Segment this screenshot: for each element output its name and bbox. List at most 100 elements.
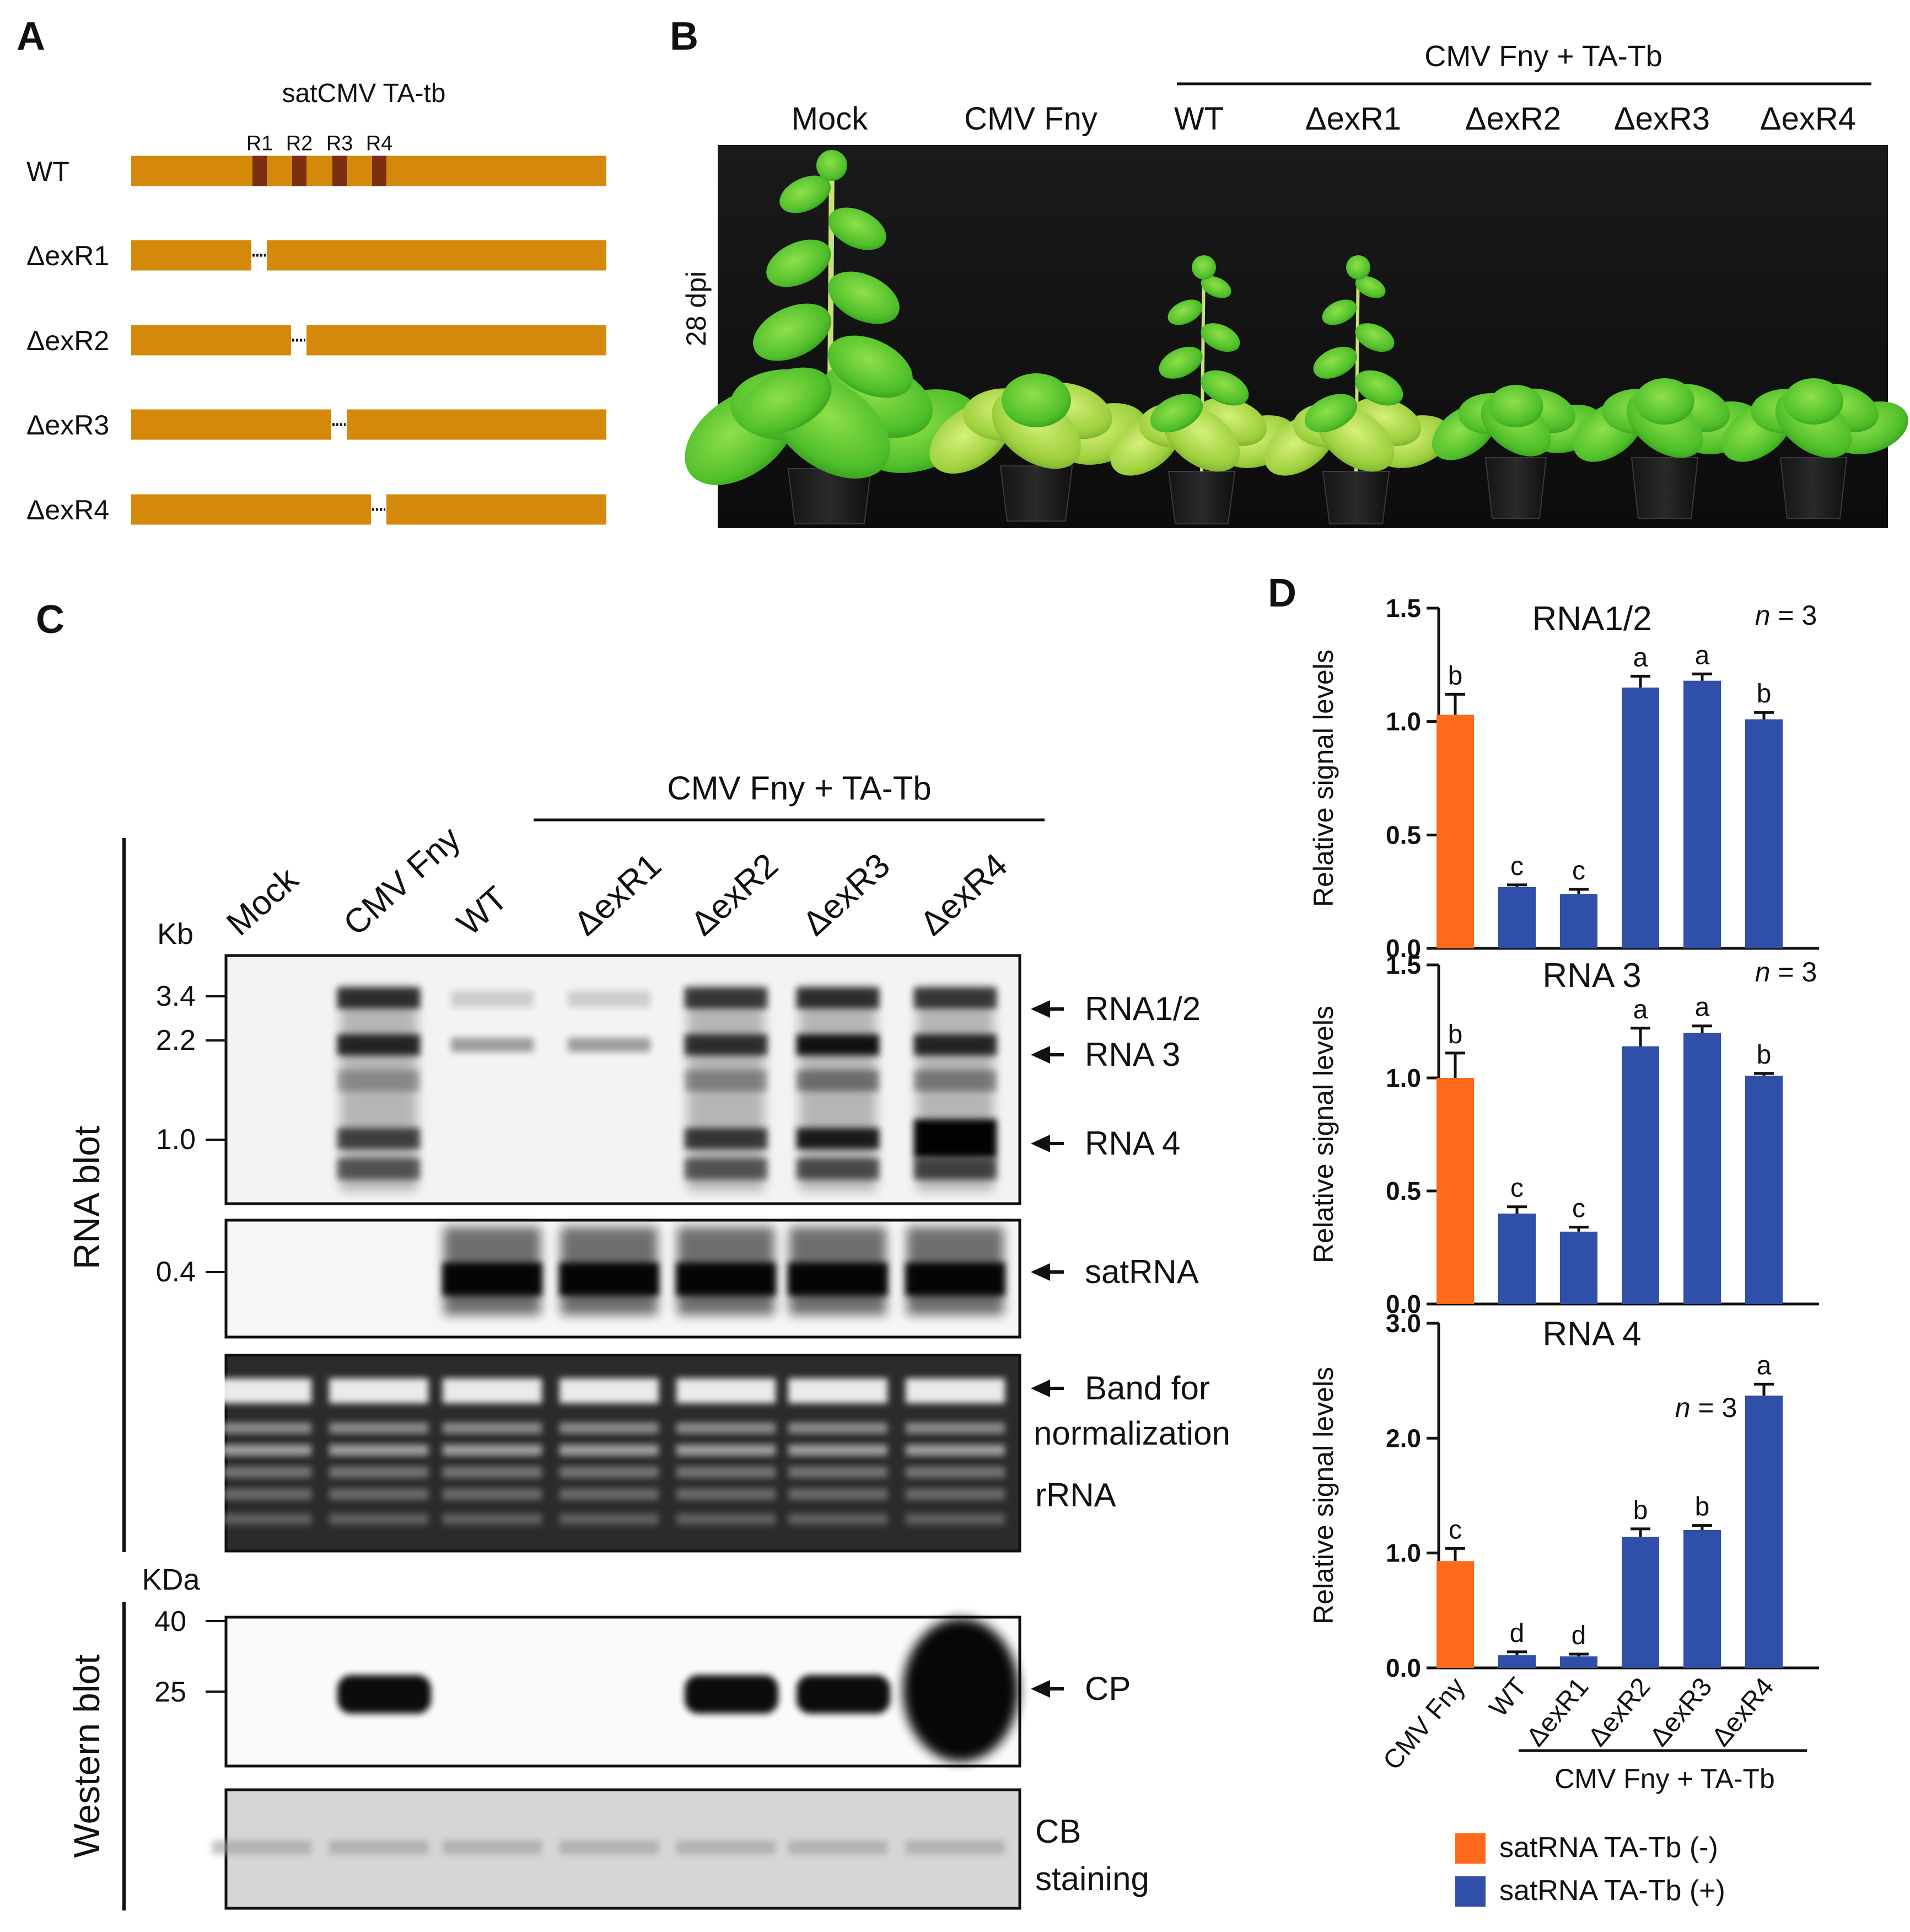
rrna-band — [559, 1423, 659, 1434]
significance-letter: c — [1449, 1515, 1462, 1544]
rrna-band — [329, 1489, 428, 1500]
kb-marker-0-4: 0.4 — [156, 1256, 196, 1288]
blot-lane-smear — [917, 987, 994, 1191]
bar-cmv-fny — [1436, 1561, 1474, 1668]
significance-letter: c — [1572, 1194, 1585, 1223]
plant-pot — [1631, 457, 1699, 519]
gel-rrna — [212, 1354, 1021, 1553]
rrna-band — [788, 1445, 887, 1456]
rrna-band — [443, 1489, 542, 1500]
cp-band — [797, 1675, 890, 1714]
significance-letter: a — [1757, 1351, 1772, 1380]
rrna-band — [212, 1514, 311, 1525]
band-arrow-head — [1031, 1000, 1050, 1018]
plant-apex — [816, 150, 847, 181]
significance-letter: b — [1695, 1493, 1710, 1522]
plant-leaf-upper — [753, 303, 832, 361]
legend-label-0: satRNA TA-Tb (-) — [1499, 1832, 1718, 1864]
x-category-label-wt: WT — [1484, 1672, 1533, 1722]
photo-lane-label-wt: WT — [1174, 101, 1224, 137]
construct-bar-right-exr2 — [306, 325, 606, 356]
significance-letter: a — [1633, 995, 1648, 1024]
rrna-band — [676, 1423, 776, 1434]
region-r2 — [292, 155, 306, 186]
construct-bar-right-exr3 — [347, 409, 606, 440]
plant-leaf-upper — [828, 271, 900, 324]
construct-bar-right-exr4 — [386, 494, 606, 525]
chart-y-tick-label: 1.0 — [1386, 707, 1421, 736]
significance-letter: b — [1757, 679, 1772, 709]
rrna-band — [559, 1467, 659, 1478]
x-category-label-exr4: ΔexR4 — [1706, 1672, 1779, 1752]
rrna-band — [788, 1489, 887, 1500]
blot-band — [568, 1038, 650, 1052]
region-r3 — [332, 155, 347, 186]
panel-a-title: satCMV TA-tb — [282, 79, 446, 108]
band-arrow-head — [1031, 1380, 1050, 1397]
band-label-cb2: staining — [1035, 1860, 1149, 1897]
rrna-band — [676, 1378, 776, 1403]
chart-y-tick-label: 1.5 — [1386, 594, 1421, 622]
plant-leaf-crown — [1488, 385, 1543, 427]
blot-lane-label-wt: WT — [450, 879, 515, 943]
cb-band — [788, 1840, 887, 1854]
rrna-band — [329, 1445, 428, 1456]
cb-band — [329, 1840, 428, 1854]
plant-leaf-upper — [766, 239, 831, 287]
kb-marker-2-2: 2.2 — [156, 1024, 196, 1056]
chart-y-tick-label: 1.5 — [1386, 951, 1421, 979]
blot-band — [676, 1263, 776, 1296]
plant-leaf-upper — [827, 335, 913, 398]
rrna-band — [212, 1445, 311, 1456]
rrna-band — [788, 1514, 887, 1525]
legend-swatch-1 — [1455, 1876, 1486, 1907]
region-label-r4: R4 — [366, 132, 393, 155]
bar-chart-rna1-2: 0.0 0.5 1.0 1.5 RNA1/2 n = 3 Relative signal l… — [1308, 594, 1819, 963]
significance-letter: a — [1633, 643, 1648, 672]
plant-leaf-upper — [1201, 370, 1249, 406]
bar-exr3 — [1683, 1530, 1721, 1668]
construct-label-exr4: ΔexR4 — [26, 495, 109, 525]
blot-lane-smear — [687, 987, 765, 1191]
x-category-label-cmv-fny: CMV Fny — [1378, 1672, 1471, 1775]
plant-photo — [685, 150, 1908, 524]
plant-leaf-upper — [1322, 299, 1357, 325]
panel-d-group-label: CMV Fny + TA-Tb — [1554, 1763, 1775, 1794]
kda-marker-25: 25 — [154, 1676, 186, 1708]
construct-bar-left-exr2 — [131, 325, 291, 356]
significance-letter: c — [1510, 1174, 1524, 1203]
panel-b-time-label: 28 dpi — [681, 271, 712, 346]
construct-bar-left-exr4 — [131, 494, 371, 525]
band-label-cp: CP — [1085, 1670, 1131, 1707]
x-category-label-exr1: ΔexR1 — [1521, 1672, 1594, 1752]
bar-exr4 — [1745, 719, 1783, 948]
chart-y-axis-label: Relative signal levels — [1308, 1006, 1339, 1263]
rrna-band — [676, 1467, 776, 1478]
x-category-label-exr3: ΔexR3 — [1644, 1672, 1718, 1752]
chart-y-tick-label: 3.0 — [1386, 1309, 1421, 1338]
bar-wt — [1498, 887, 1536, 948]
blot-band — [451, 991, 534, 1007]
plant-leaf-upper — [1201, 323, 1240, 352]
rrna-band — [329, 1378, 428, 1403]
plant-leaf-upper — [1355, 323, 1395, 352]
plant-leaf-crown — [1784, 378, 1843, 425]
blot-lane-smear — [340, 987, 417, 1191]
plant-leaf-upper — [1355, 370, 1403, 406]
rrna-band — [443, 1423, 542, 1434]
blot-band — [788, 1263, 887, 1296]
rrna-band — [443, 1445, 542, 1456]
chart-y-tick-label: 1.0 — [1386, 1539, 1421, 1568]
chart-y-tick-label: 0.5 — [1386, 820, 1421, 849]
band-label-norm2: normalization — [1034, 1415, 1230, 1452]
construct-bar-wt — [131, 155, 606, 186]
construct-bar-left-exr1 — [131, 240, 251, 271]
blot-lane-label-exr3: ΔexR3 — [795, 846, 897, 943]
blot-lane-label-exr1: ΔexR1 — [567, 846, 669, 943]
panel-c-letter: C — [36, 598, 64, 642]
plant-exr4 — [1722, 378, 1908, 519]
blot-lane-label-exr2: ΔexR2 — [684, 846, 785, 943]
western-blot-section-label: Western blot — [66, 1654, 107, 1858]
band-label-norm1: Band for — [1085, 1370, 1210, 1407]
significance-letter: b — [1448, 1020, 1463, 1049]
